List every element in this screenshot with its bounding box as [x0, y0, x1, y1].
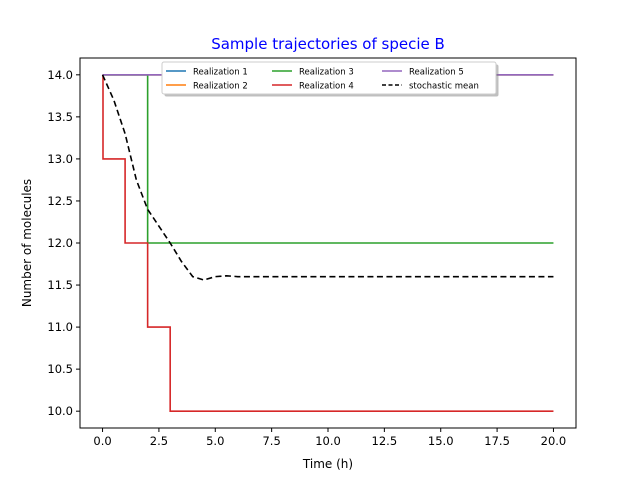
y-tick-label: 10.5 — [47, 362, 73, 376]
x-tick-label: 5.0 — [206, 434, 224, 448]
y-tick-label: 12.5 — [47, 194, 73, 208]
y-tick-label: 11.0 — [47, 320, 73, 334]
x-tick-label: 10.0 — [315, 434, 341, 448]
legend-label: Realization 1 — [193, 68, 248, 78]
y-tick-label: 14.0 — [47, 68, 73, 82]
legend-box — [161, 61, 497, 95]
legend-label: Realization 4 — [299, 82, 354, 92]
legend: Realization 1 Realization 2 Realization 3 R… — [161, 61, 499, 97]
y-tick-label: 11.5 — [47, 278, 73, 292]
x-tick-label: 12.5 — [372, 434, 398, 448]
y-tick-label: 12.0 — [47, 236, 73, 250]
legend-label: Realization 5 — [409, 68, 464, 78]
series-group — [101, 74, 554, 412]
x-axis: 0.0 2.5 5.0 7.5 10.0 12.5 15.0 17.5 20.0 — [93, 428, 566, 448]
y-tick-label: 13.0 — [47, 152, 73, 166]
y-tick-label: 13.5 — [47, 110, 73, 124]
legend-label: Realization 3 — [299, 68, 354, 78]
x-tick-label: 15.0 — [428, 434, 454, 448]
y-tick-label: 10.0 — [47, 404, 73, 418]
x-tick-label: 2.5 — [150, 434, 168, 448]
chart-title: Sample trajectories of specie B — [211, 35, 445, 53]
legend-label: stochastic mean — [409, 82, 479, 92]
x-tick-label: 0.0 — [93, 434, 111, 448]
x-tick-label: 17.5 — [484, 434, 510, 448]
y-axis-label: Number of molecules — [20, 179, 34, 307]
series-line-3 — [102, 74, 554, 244]
y-axis: 10.0 10.5 11.0 11.5 12.0 12.5 13.0 13.5 14.0 — [47, 68, 80, 418]
x-axis-label: Time (h) — [302, 457, 353, 471]
x-tick-label: 7.5 — [262, 434, 280, 448]
series-line-4 — [102, 74, 554, 412]
plot-area: 0.0 2.5 5.0 7.5 10.0 12.5 15.0 17.5 20.0 10.0 10.5… — [47, 57, 577, 448]
legend-label: Realization 2 — [193, 82, 248, 92]
series-line-6 — [101, 74, 554, 281]
x-tick-label: 20.0 — [541, 434, 567, 448]
